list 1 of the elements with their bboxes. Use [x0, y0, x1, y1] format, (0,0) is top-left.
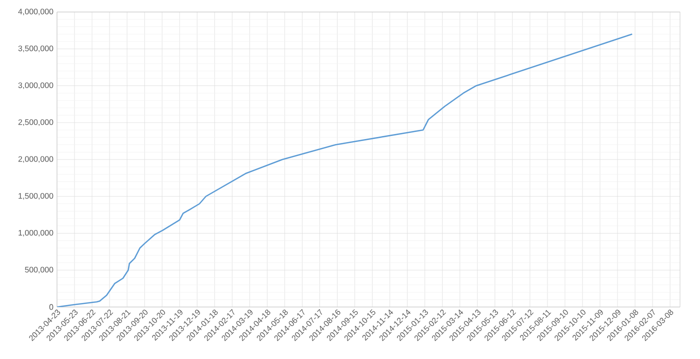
line-series [57, 33, 633, 307]
